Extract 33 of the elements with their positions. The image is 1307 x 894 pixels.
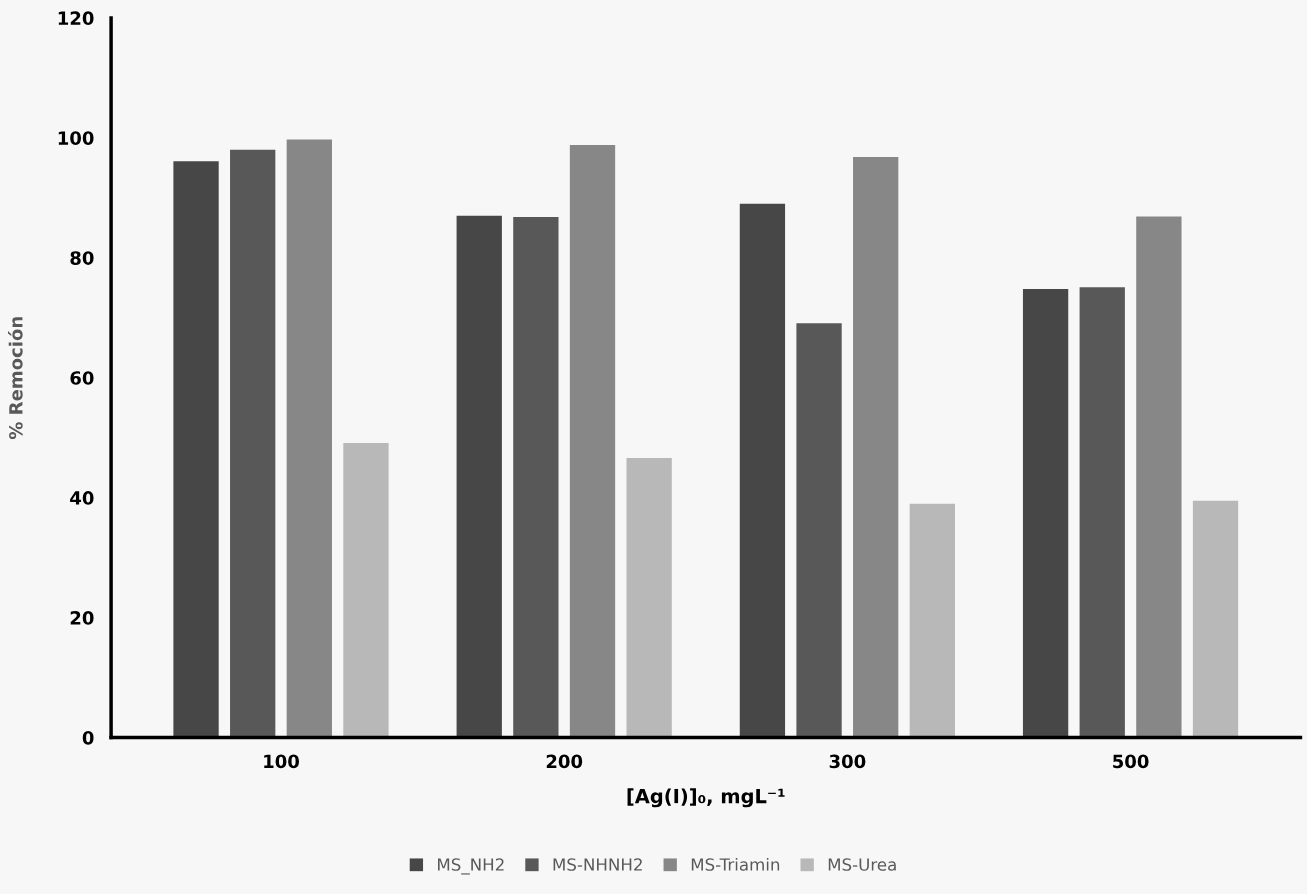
bar xyxy=(1136,216,1182,738)
y-tick-label: 100 xyxy=(58,131,94,145)
y-tick-label: 20 xyxy=(70,611,94,625)
bar xyxy=(173,161,219,738)
bar xyxy=(1079,287,1125,738)
bar xyxy=(343,443,389,738)
x-tick-label: 100 xyxy=(264,754,299,769)
bar xyxy=(853,157,899,738)
bar xyxy=(286,139,332,738)
bar xyxy=(456,215,502,738)
bar xyxy=(569,145,616,738)
legend-label: MS_NH2 xyxy=(438,858,504,875)
y-tick-label: 120 xyxy=(58,11,94,25)
bar xyxy=(1192,500,1239,738)
legend-label: MS-Urea xyxy=(828,858,896,871)
y-tick-label: 40 xyxy=(70,491,94,505)
legend-label: MS-Triamin xyxy=(691,857,780,871)
bar xyxy=(909,503,955,738)
y-axis-title: % Remoción xyxy=(7,317,23,440)
bar xyxy=(739,203,786,738)
bar xyxy=(626,458,672,738)
y-tick-label: 60 xyxy=(70,371,94,385)
x-tick-label: 300 xyxy=(829,754,866,769)
y-tick-label: 0 xyxy=(82,731,94,745)
bar xyxy=(513,216,559,738)
x-axis-title: [Ag(I)]₀, mgL⁻¹ xyxy=(627,788,785,808)
y-tick-label: 80 xyxy=(70,251,94,265)
x-tick-label: 500 xyxy=(1113,754,1149,769)
bar xyxy=(1022,288,1069,738)
x-tick-label: 200 xyxy=(546,754,583,769)
bar xyxy=(796,323,842,738)
legend-label: MS-NHNH2 xyxy=(553,858,642,871)
bar xyxy=(230,149,276,738)
